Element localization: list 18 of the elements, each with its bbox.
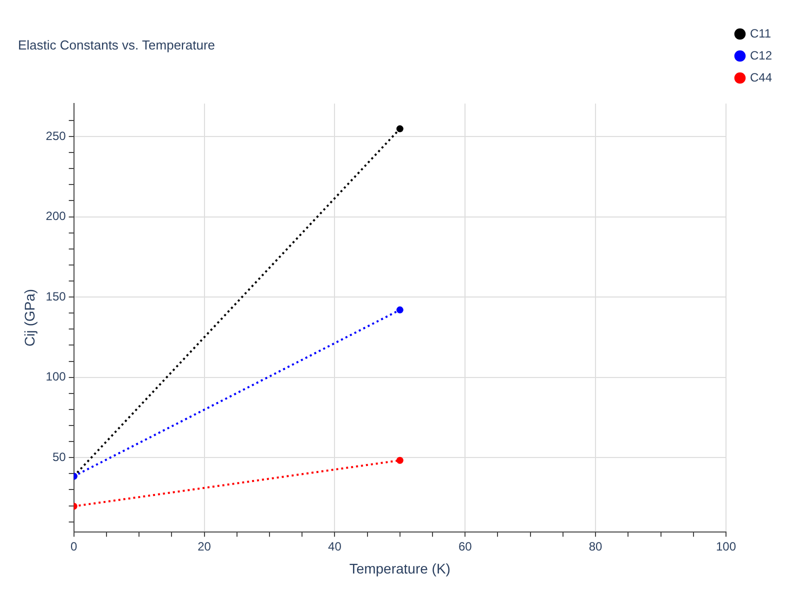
x-tick-label: 20 [198, 539, 212, 554]
x-tick-label: 60 [458, 539, 472, 554]
x-tick-label: 100 [716, 539, 736, 554]
y-tick-label: 150 [46, 289, 66, 304]
x-tick-label: 80 [588, 539, 603, 554]
y-tick-label: 200 [46, 209, 66, 224]
legend-label: C44 [750, 70, 772, 84]
x-axis-title: Temperature (K) [349, 560, 450, 576]
y-tick-label: 100 [46, 370, 66, 384]
x-tick-label: 0 [70, 539, 78, 554]
point [396, 125, 404, 132]
y-axis-title: Cij (GPa) [21, 288, 38, 346]
x-tick-label: 40 [328, 539, 342, 554]
legend-label: C11 [750, 26, 772, 40]
y-tick-label: 250 [46, 128, 66, 143]
y-tick-label: 50 [52, 450, 66, 464]
legend-label: C12 [750, 48, 772, 62]
chart-title: Elastic Constants vs. Temperature [18, 37, 216, 52]
